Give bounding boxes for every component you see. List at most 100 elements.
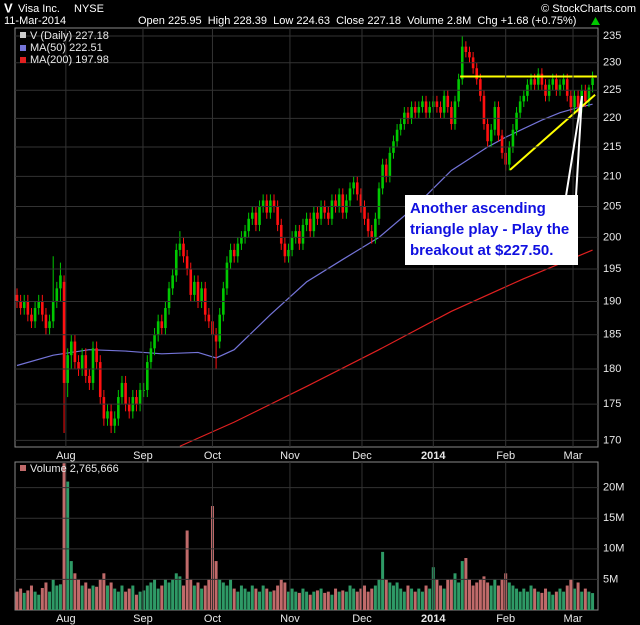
volume-bar	[37, 594, 41, 610]
candle-body	[464, 46, 468, 52]
volume-bar	[283, 582, 287, 610]
candle-body	[51, 301, 55, 322]
x-tick-label: 2014	[421, 613, 446, 625]
company: Visa Inc.	[18, 3, 60, 15]
volume-bar	[124, 591, 128, 610]
candle-body	[243, 231, 247, 238]
candle-body	[308, 218, 312, 232]
volume-bar	[73, 573, 77, 610]
volume-bar	[420, 591, 424, 610]
volume-bar	[366, 591, 370, 610]
candle-body	[591, 78, 594, 85]
date: 11-Mar-2014	[4, 15, 66, 27]
note-box	[405, 195, 578, 265]
volume-bar	[565, 585, 569, 610]
candle-body	[363, 206, 366, 219]
candle-body	[193, 281, 196, 295]
candle-body	[26, 301, 30, 315]
candle-body	[442, 95, 446, 113]
candle-body	[327, 212, 330, 219]
volume-bar	[518, 591, 522, 610]
volume-bar	[446, 579, 450, 610]
candle-body	[294, 231, 298, 238]
volume-bar	[145, 585, 149, 610]
volume-bar	[15, 591, 19, 610]
candle-body	[424, 101, 428, 113]
volume-bar	[58, 584, 62, 610]
volume-bar	[572, 588, 576, 610]
volume-bar	[69, 561, 73, 610]
candle-body	[323, 206, 326, 213]
candle-body	[84, 355, 88, 376]
volume-bar	[113, 588, 117, 610]
volume-bar	[290, 588, 294, 610]
volume-bar	[554, 591, 558, 610]
candle-body	[91, 348, 95, 383]
candle-body	[250, 212, 254, 219]
candle-body	[156, 321, 160, 335]
x-tick-label: Mar	[564, 450, 583, 462]
volume-bar	[272, 590, 276, 610]
volume-bar	[301, 588, 305, 610]
volume-bar	[402, 591, 406, 610]
candle-body	[167, 288, 171, 309]
candle-body	[515, 112, 518, 130]
candle-body	[149, 348, 153, 363]
volume-bar	[178, 576, 182, 610]
volume-bar	[55, 585, 59, 610]
volume-bar	[359, 588, 363, 610]
volume-bar	[355, 591, 359, 610]
candle-body	[475, 68, 479, 80]
volume-bar	[62, 463, 66, 610]
volume-bar	[547, 591, 551, 610]
candle-body	[189, 269, 193, 295]
candle-body	[377, 188, 381, 219]
candle-body	[127, 404, 131, 412]
volume-bar	[323, 592, 327, 610]
candle-body	[80, 355, 84, 369]
volume-bar	[381, 551, 385, 610]
volume-bar	[413, 591, 417, 610]
candle-body	[276, 206, 279, 225]
candle-body	[348, 188, 352, 201]
volume-bar	[40, 587, 44, 610]
volume-bar	[558, 588, 562, 610]
candle-body	[413, 107, 417, 113]
volume-bar	[442, 588, 446, 610]
candle-body	[142, 389, 145, 391]
volume-bar	[174, 573, 178, 610]
x-tick-label: Feb	[496, 613, 515, 625]
candle-body	[19, 301, 22, 309]
candle-body	[182, 243, 185, 257]
candle-body	[261, 200, 265, 207]
x-tick-label: Dec	[352, 613, 372, 625]
candle-body	[247, 218, 250, 232]
x-tick-label: Nov	[280, 450, 300, 462]
candle-body	[316, 212, 319, 219]
volume-bar	[388, 582, 392, 610]
y-tick-label: 185	[603, 329, 621, 341]
candle-body	[428, 107, 431, 113]
candle-body	[352, 182, 355, 189]
legend-swatch	[20, 32, 26, 38]
candle-body	[33, 308, 37, 322]
candle-body	[319, 206, 323, 219]
candle-body	[355, 182, 359, 195]
y-tick-label: 205	[603, 200, 621, 212]
candle-body	[62, 281, 66, 383]
candle-body	[69, 341, 73, 356]
volume-bar	[326, 591, 330, 610]
candle-body	[214, 334, 218, 342]
volume-bar	[22, 592, 26, 610]
x-tick-label: Mar	[564, 613, 583, 625]
y-tick-label: 215	[603, 141, 621, 153]
y-tick-label: 190	[603, 295, 621, 307]
candle-body	[44, 314, 48, 329]
candle-body	[486, 124, 489, 142]
volume-bar	[243, 588, 247, 610]
x-tick-label: Oct	[204, 613, 221, 625]
volume-bar	[489, 585, 493, 610]
candle-body	[287, 249, 290, 257]
volume-bar	[19, 588, 23, 610]
candle-body	[279, 224, 283, 244]
